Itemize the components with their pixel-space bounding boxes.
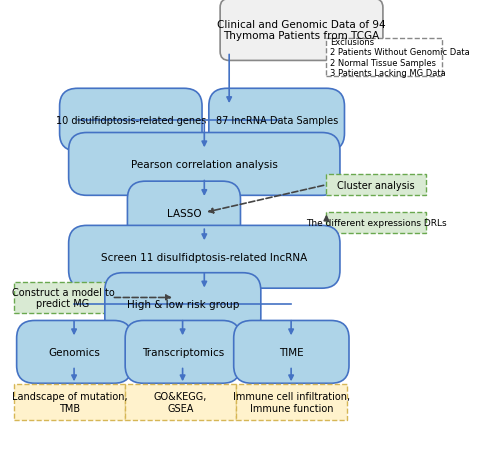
FancyBboxPatch shape	[234, 321, 349, 383]
Text: Exclusions
2 Patients Without Genomic Data
2 Normal Tissue Samples
3 Patients La: Exclusions 2 Patients Without Genomic Da…	[330, 38, 470, 78]
FancyBboxPatch shape	[59, 89, 202, 152]
Text: 10 disulfidptosis-related genes: 10 disulfidptosis-related genes	[55, 115, 206, 125]
Text: The different expressions DRLs: The different expressions DRLs	[306, 218, 446, 227]
FancyBboxPatch shape	[125, 321, 241, 383]
FancyBboxPatch shape	[327, 39, 442, 77]
Text: Construct a model to
predict MG: Construct a model to predict MG	[12, 287, 114, 308]
Text: High & low risk group: High & low risk group	[127, 299, 239, 309]
FancyBboxPatch shape	[125, 384, 236, 419]
Text: Clinical and Genomic Data of 94
Thymoma Patients from TCGA: Clinical and Genomic Data of 94 Thymoma …	[217, 20, 386, 41]
Text: Transcriptomics: Transcriptomics	[142, 347, 224, 357]
Text: GO&KEGG,
GSEA: GO&KEGG, GSEA	[154, 391, 207, 413]
Text: Cluster analysis: Cluster analysis	[337, 180, 415, 190]
FancyBboxPatch shape	[17, 321, 132, 383]
Text: Pearson correlation analysis: Pearson correlation analysis	[131, 160, 278, 170]
FancyBboxPatch shape	[128, 182, 241, 244]
Text: Landscape of mutation,
TMB: Landscape of mutation, TMB	[12, 391, 128, 413]
FancyBboxPatch shape	[69, 226, 340, 289]
FancyBboxPatch shape	[14, 282, 111, 314]
FancyBboxPatch shape	[14, 384, 125, 419]
FancyBboxPatch shape	[327, 212, 426, 233]
FancyBboxPatch shape	[69, 133, 340, 196]
Text: TIME: TIME	[279, 347, 303, 357]
FancyBboxPatch shape	[220, 0, 383, 61]
FancyBboxPatch shape	[105, 273, 261, 336]
FancyBboxPatch shape	[236, 384, 347, 419]
Text: 87 lncRNA Data Samples: 87 lncRNA Data Samples	[216, 115, 338, 125]
Text: Immune cell infiltration,
Immune function: Immune cell infiltration, Immune functio…	[233, 391, 350, 413]
Text: Screen 11 disulfidptosis-related lncRNA: Screen 11 disulfidptosis-related lncRNA	[101, 252, 307, 262]
Text: LASSO: LASSO	[166, 208, 201, 218]
FancyBboxPatch shape	[209, 89, 345, 152]
Text: Genomics: Genomics	[48, 347, 100, 357]
FancyBboxPatch shape	[327, 175, 426, 196]
